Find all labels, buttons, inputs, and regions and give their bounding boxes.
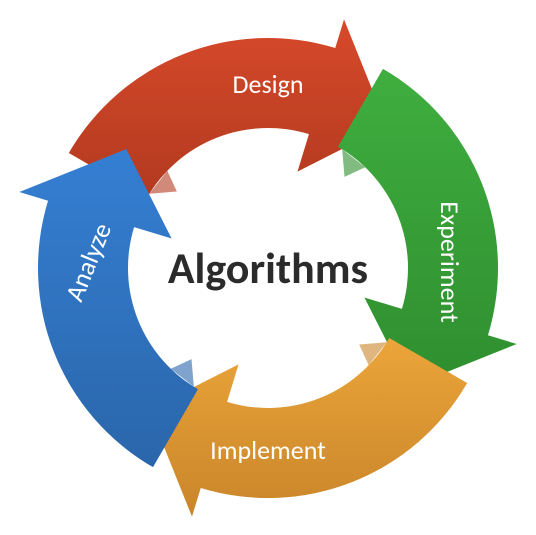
segment-implement [149, 338, 467, 517]
segment-analyze [19, 149, 198, 467]
segment-experiment [338, 69, 517, 387]
cycle-diagram: Algorithms DesignExperimentImplementAnal… [0, 0, 536, 535]
ring-svg [0, 0, 536, 535]
